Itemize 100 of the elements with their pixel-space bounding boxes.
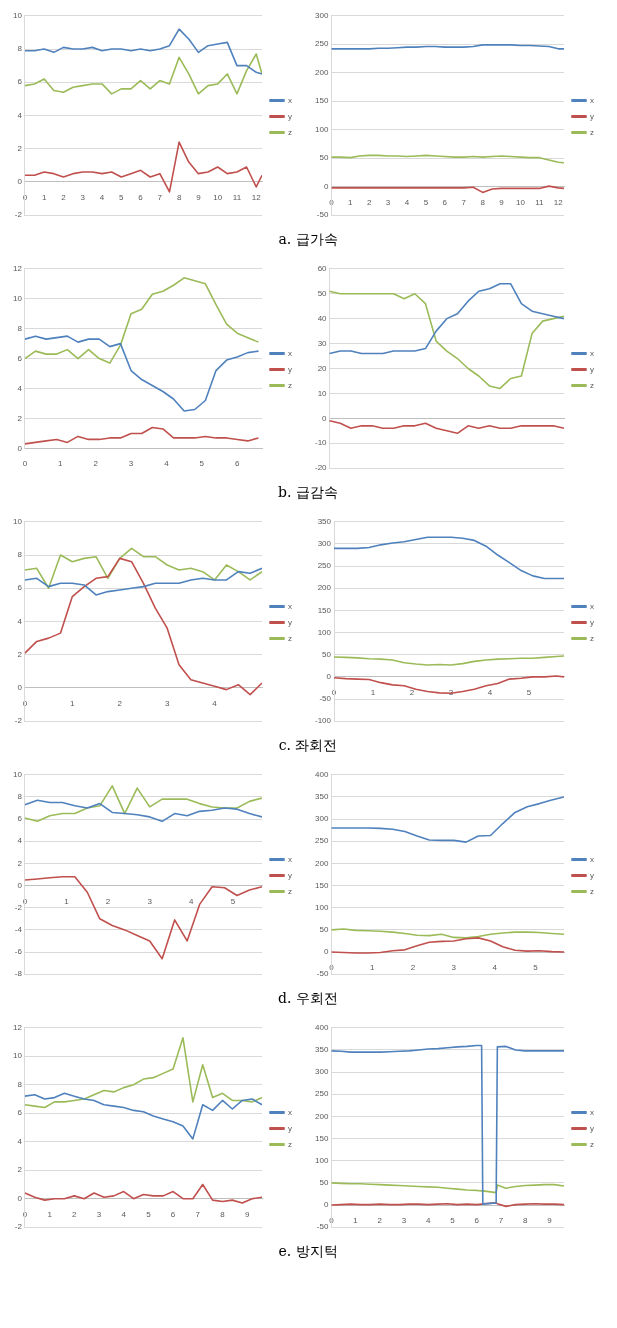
y-tick-label: 100 bbox=[314, 1155, 329, 1165]
x-tick-label: 5 bbox=[533, 963, 539, 973]
legend-label: z bbox=[288, 886, 292, 896]
x-tick-label: 2 bbox=[117, 698, 123, 708]
x-tick-label: 5 bbox=[146, 1209, 152, 1219]
x-tick-label: 1 bbox=[369, 963, 375, 973]
x-tick-label: 4 bbox=[164, 459, 170, 469]
legend-label: z bbox=[590, 380, 594, 390]
x-tick-label: 9 bbox=[499, 197, 505, 207]
y-tick-label: 50 bbox=[319, 925, 329, 935]
text: c. 좌회전 bbox=[277, 737, 339, 755]
y-tick-label: 8 bbox=[17, 792, 23, 802]
legend-label: y bbox=[590, 617, 594, 627]
y-tick-label: 2 bbox=[17, 143, 23, 153]
y-tick-label: 6 bbox=[17, 353, 23, 363]
legend-label: x bbox=[590, 95, 594, 105]
y-tick-label: 150 bbox=[314, 1133, 329, 1143]
x-tick-label: 3 bbox=[128, 459, 134, 469]
legend-label: x bbox=[288, 854, 292, 864]
y-tick-label: 8 bbox=[17, 1079, 23, 1089]
x-tick-label: 12 bbox=[553, 197, 564, 207]
y-tick-label: 30 bbox=[317, 338, 328, 348]
y-tick-label: 0 bbox=[322, 413, 328, 423]
y-tick-label: -8 bbox=[14, 969, 23, 979]
legend-label: z bbox=[288, 633, 292, 643]
x-tick-label: 8 bbox=[523, 1216, 528, 1226]
x-tick-label: 3 bbox=[96, 1209, 102, 1219]
y-tick-label: 8 bbox=[17, 323, 23, 333]
text: a. 급가속 bbox=[277, 231, 339, 249]
y-tick-label: 0 bbox=[323, 947, 329, 957]
x-tick-label: 8 bbox=[176, 192, 182, 202]
x-tick-label: 7 bbox=[195, 1209, 201, 1219]
y-tick-label: 300 bbox=[314, 11, 329, 20]
legend-label: x bbox=[590, 601, 594, 611]
y-tick-label: 2 bbox=[17, 413, 23, 423]
y-tick-label: -2 bbox=[14, 902, 23, 912]
y-tick-label: 250 bbox=[314, 39, 329, 49]
x-tick-label: 5 bbox=[230, 896, 236, 906]
y-tick-label: 300 bbox=[314, 1067, 329, 1077]
legend-label: y bbox=[288, 870, 292, 880]
x-tick-label: 1 bbox=[348, 197, 354, 207]
y-tick-label: -2 bbox=[14, 1222, 23, 1232]
x-tick-label: 1 bbox=[47, 1209, 53, 1219]
x-tick-label: 4 bbox=[404, 197, 410, 207]
y-tick-label: 10 bbox=[12, 11, 23, 20]
y-tick-label: 100 bbox=[314, 902, 329, 912]
legend-label: y bbox=[288, 1123, 292, 1133]
x-tick-label: 1 bbox=[70, 698, 76, 708]
x-tick-label: 2 bbox=[377, 1216, 383, 1226]
y-tick-label: 50 bbox=[319, 1178, 329, 1188]
y-tick-label: 4 bbox=[17, 383, 23, 393]
x-tick-label: 7 bbox=[461, 197, 467, 207]
x-tick-label: 3 bbox=[147, 896, 153, 906]
legend-label: z bbox=[590, 886, 594, 896]
y-tick-label: 10 bbox=[317, 388, 328, 398]
legend-label: x bbox=[590, 348, 594, 358]
y-tick-label: 10 bbox=[12, 517, 23, 526]
legend-label: y bbox=[288, 111, 292, 121]
y-tick-label: 400 bbox=[314, 770, 329, 779]
legend-label: z bbox=[288, 127, 292, 137]
x-tick-label: 4 bbox=[487, 687, 493, 697]
y-tick-label: 6 bbox=[17, 583, 23, 593]
y-tick-label: 6 bbox=[17, 814, 23, 824]
y-tick-label: 300 bbox=[314, 814, 329, 824]
y-tick-label: -6 bbox=[14, 947, 23, 957]
text: b. 급감속 bbox=[277, 484, 339, 502]
y-tick-label: 50 bbox=[322, 649, 332, 659]
x-tick-label: 7 bbox=[157, 192, 163, 202]
y-tick-label: -4 bbox=[14, 925, 23, 935]
y-tick-label: 250 bbox=[314, 836, 329, 846]
y-tick-label: 4 bbox=[17, 1136, 23, 1146]
y-tick-label: 250 bbox=[314, 1089, 329, 1099]
x-tick-label: 4 bbox=[492, 963, 498, 973]
x-tick-label: 5 bbox=[199, 459, 205, 469]
y-tick-label: 350 bbox=[314, 1045, 329, 1055]
legend-label: x bbox=[590, 854, 594, 864]
x-tick-label: 3 bbox=[401, 1216, 407, 1226]
y-tick-label: 12 bbox=[12, 1023, 23, 1032]
x-tick-label: 4 bbox=[121, 1209, 127, 1219]
x-tick-label: 3 bbox=[451, 963, 457, 973]
y-tick-label: 2 bbox=[17, 649, 23, 659]
legend-label: z bbox=[590, 633, 594, 643]
y-tick-label: 4 bbox=[17, 836, 23, 846]
y-tick-label: -50 bbox=[316, 1222, 329, 1232]
y-tick-label: 8 bbox=[17, 550, 23, 560]
y-tick-label: 0 bbox=[326, 672, 332, 682]
x-tick-label: 6 bbox=[235, 459, 240, 469]
legend-label: z bbox=[590, 1139, 594, 1149]
x-tick-label: 6 bbox=[138, 192, 144, 202]
y-tick-label: 12 bbox=[12, 264, 23, 273]
y-tick-label: 200 bbox=[317, 583, 332, 593]
x-tick-label: 9 bbox=[244, 1209, 250, 1219]
x-tick-label: 4 bbox=[99, 192, 105, 202]
legend-label: x bbox=[590, 1107, 594, 1117]
legend-label: z bbox=[288, 380, 292, 390]
y-tick-label: -100 bbox=[315, 716, 332, 726]
x-tick-label: 2 bbox=[93, 459, 99, 469]
y-tick-label: 150 bbox=[314, 96, 329, 106]
y-tick-label: 2 bbox=[17, 858, 23, 868]
x-tick-label: 2 bbox=[410, 963, 416, 973]
